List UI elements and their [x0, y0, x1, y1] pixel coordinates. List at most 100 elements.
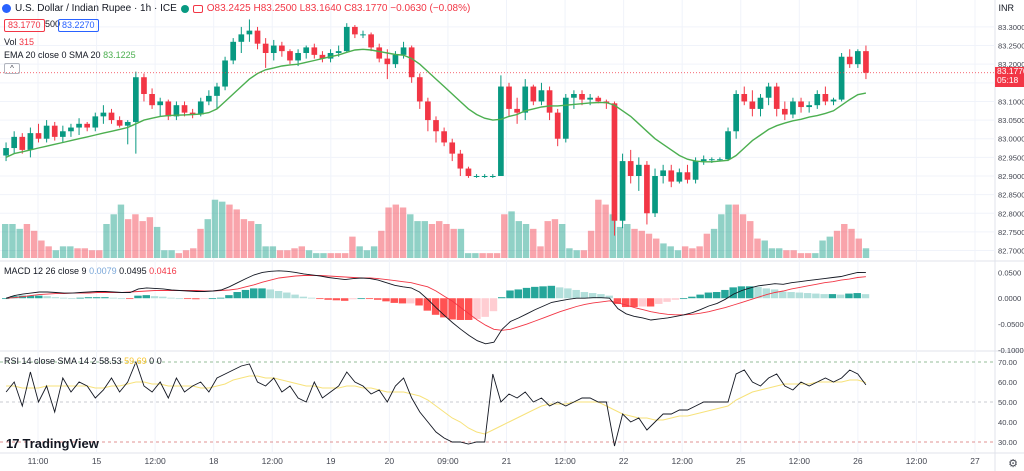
volume-bar [219, 201, 226, 258]
candle-body [579, 94, 585, 100]
candle-body [449, 142, 456, 154]
candle-body [124, 121, 131, 126]
macd-histogram-bar [853, 293, 861, 299]
macd-histogram-bar [729, 287, 737, 299]
volume-bar [284, 250, 291, 258]
candle-body [514, 108, 520, 113]
macd-histogram-bar [266, 289, 274, 299]
macd-histogram-bar [473, 298, 481, 319]
gear-icon[interactable]: ⚙ [1008, 458, 1018, 470]
volume-bar [450, 228, 457, 258]
candle-body [530, 86, 537, 102]
volume-value: 315 [19, 37, 35, 47]
volume-bar [313, 253, 320, 258]
candle-body [692, 161, 699, 180]
time-axis-label: 21 [502, 456, 512, 466]
macd-histogram-bar [10, 296, 18, 299]
rsi-sma-line [6, 375, 867, 435]
macd-histogram-bar [390, 298, 398, 303]
time-axis-label: 15 [92, 456, 102, 466]
macd-histogram-bar [630, 298, 638, 308]
volume-bar [530, 228, 537, 258]
time-axis-label: 18 [209, 456, 219, 466]
volume-bar [653, 238, 660, 258]
alert-icon[interactable] [192, 4, 203, 13]
volume-bar [341, 253, 349, 258]
buy-price-button[interactable]: 83.2270 [58, 19, 99, 32]
volume-bar [501, 214, 508, 258]
candle-body [806, 105, 812, 108]
volume-bar [479, 253, 486, 258]
candle-body [660, 170, 666, 176]
volume-bar [146, 217, 154, 258]
time-axis-label: 12:00 [672, 456, 694, 466]
market-status-icon[interactable] [180, 4, 189, 13]
rsi-legend[interactable]: RSI 14 close SMA 14 2 58.53 59.69 0 0 [4, 356, 162, 366]
volume-bar [812, 253, 819, 258]
macd-histogram-bar [787, 292, 795, 299]
macd-histogram-bar [712, 292, 721, 299]
candle-body [11, 136, 18, 149]
macd-histogram-bar [398, 298, 407, 304]
candle-body [384, 58, 391, 65]
price-axis-label: 83.2000 [998, 60, 1024, 69]
rsi-sma-value: 59.69 [124, 356, 147, 366]
macd-histogram-bar [845, 293, 853, 299]
candle-body [846, 56, 853, 65]
high-value: H83.2500 [253, 3, 297, 14]
volume-legend[interactable]: Vol 315 [4, 37, 34, 47]
macd-histogram-bar [258, 288, 266, 299]
price-axis-label: 82.7500 [998, 228, 1024, 237]
candle-body [206, 95, 212, 102]
macd-histogram-bar [671, 298, 680, 300]
collapse-legend-button[interactable]: ^ [4, 63, 20, 74]
candle-body [652, 176, 658, 214]
candle-body [757, 97, 764, 109]
price-axis-label: 83.1000 [998, 97, 1024, 106]
tradingview-logo[interactable]: 17 TradingView [6, 436, 99, 451]
candle-body [863, 51, 869, 73]
rsi-line [5, 360, 867, 447]
macd-histogram-bar [663, 298, 671, 302]
volume-bar [696, 246, 703, 258]
candle-body [538, 90, 545, 102]
volume-bar [747, 221, 754, 258]
volume-bar [681, 246, 689, 258]
macd-histogram-bar [506, 290, 514, 299]
macd-histogram-bar [613, 298, 622, 304]
macd-histogram-bar [464, 298, 473, 320]
candle-body [611, 103, 618, 221]
macd-histogram-bar [572, 289, 580, 299]
macd-signal-value: 0.0416 [149, 266, 177, 276]
macd-axis-label: 0.0000 [998, 294, 1021, 303]
macd-histogram-bar [175, 298, 184, 300]
currency-label[interactable]: INR [998, 3, 1015, 13]
candle-body [749, 101, 756, 109]
volume-bar [718, 214, 725, 258]
volume-bar [2, 224, 9, 258]
candle-body [157, 101, 164, 106]
macd-histogram-bar [101, 297, 109, 299]
symbol-title[interactable]: U.S. Dollar / Indian Rupee · 1h · ICE [15, 3, 177, 14]
macd-histogram-bar [340, 298, 349, 301]
volume-bar [305, 250, 313, 258]
macd-histogram-bar [349, 298, 357, 300]
candle-body [773, 86, 780, 109]
volume-bar [848, 228, 855, 258]
macd-histogram-bar [332, 298, 341, 301]
sell-price-button[interactable]: 83.1770 [4, 19, 45, 32]
candle-body [489, 176, 496, 177]
candle-body [854, 51, 861, 65]
macd-histogram-bar [250, 288, 258, 299]
rsi-value: 58.53 [99, 356, 122, 366]
volume-bar [631, 228, 638, 258]
volume-bar [761, 240, 768, 258]
candle-body [765, 86, 772, 98]
macd-histogram-bar [365, 298, 374, 300]
ema-legend[interactable]: EMA 20 close 0 SMA 20 83.1225 [4, 50, 136, 60]
macd-legend[interactable]: MACD 12 26 close 9 0.0079 0.0495 0.0416 [4, 266, 177, 276]
candle-body [822, 94, 829, 102]
candle-body [554, 112, 561, 139]
